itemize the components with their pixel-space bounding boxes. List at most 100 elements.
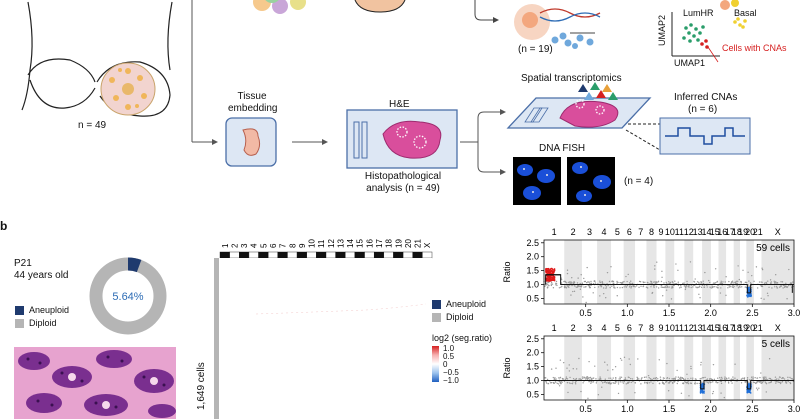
- heat-chrom-19: 19: [394, 239, 403, 248]
- ratio-point: [612, 382, 614, 384]
- ratio-point: [652, 377, 655, 380]
- ratio-band: [746, 336, 754, 400]
- ratio-point: [719, 292, 722, 294]
- breast-tissue-icon: [100, 62, 156, 116]
- ratio-point: [733, 285, 735, 288]
- ratio-chrom-2-9: 9: [658, 323, 663, 333]
- ratio-point: [588, 281, 590, 283]
- ratio-point: [645, 286, 648, 288]
- heat-chrom-block-9: [296, 251, 307, 259]
- ratio-point: [788, 284, 790, 287]
- ratio-point: [630, 287, 632, 289]
- ratio-point: [702, 377, 705, 379]
- ratio-point: [680, 285, 682, 287]
- ratio-point: [614, 365, 617, 368]
- ratio-ytick: 1.5: [526, 362, 539, 372]
- heat-chrom-5: 5: [259, 243, 268, 248]
- dna-fish-label: DNA FISH: [539, 143, 586, 154]
- ratio-point: [720, 392, 722, 394]
- ratio-point: [552, 381, 555, 384]
- ratio-ytick: 2.0: [526, 348, 539, 358]
- ratio-point: [605, 381, 607, 384]
- ratio-point: [759, 376, 761, 379]
- ratio-point: [778, 376, 781, 378]
- ratio-point: [748, 280, 750, 282]
- ratio-point: [610, 382, 613, 384]
- ratio-point: [749, 282, 752, 284]
- n6-label: (n = 6): [688, 104, 718, 115]
- heat-chrom-18: 18: [385, 239, 394, 248]
- ratio-point: [721, 378, 723, 380]
- ratio-point: [612, 369, 614, 371]
- ratio-chrom-1-11: 11: [675, 227, 684, 237]
- ratio-point: [555, 381, 557, 383]
- ratio-point: [640, 285, 642, 287]
- ratio-point: [559, 376, 562, 379]
- heat-chrom-8: 8: [288, 243, 297, 248]
- ratio-point: [551, 283, 554, 285]
- ratio-point: [616, 286, 619, 289]
- ratio-ytick: 1.0: [526, 376, 539, 386]
- ratio-point: [633, 285, 635, 287]
- loss-point: [749, 392, 752, 394]
- ratio-point: [560, 381, 563, 383]
- ratio-point: [682, 377, 685, 380]
- ratio-point: [601, 382, 604, 384]
- ratio-point: [677, 376, 680, 378]
- ratio-chrom-1-21: 21: [753, 227, 763, 237]
- ratio-point: [761, 382, 764, 384]
- ratio-point: [775, 382, 777, 384]
- ratio-point: [616, 282, 618, 284]
- ratio-point: [594, 282, 597, 284]
- ratio-xtick: 3.0: [788, 404, 800, 414]
- ratio-xtick: 1.5: [663, 308, 676, 318]
- ratio-point: [693, 280, 695, 283]
- ratio-point: [648, 376, 650, 379]
- ratio-point: [570, 281, 572, 283]
- ratio-xtick: 0.5: [579, 404, 592, 414]
- ratio-point: [710, 287, 712, 289]
- ratio-point: [732, 282, 734, 284]
- ratio-point: [704, 376, 706, 379]
- ratio-point: [743, 377, 746, 379]
- ratio-point: [685, 382, 688, 384]
- ratio-point: [587, 397, 589, 399]
- ratio-point: [648, 382, 650, 384]
- heat-chrom-block-19: [393, 251, 404, 259]
- ratio-point: [750, 287, 753, 289]
- ratio-point: [621, 286, 624, 289]
- ratio-chrom-2-16: 16: [717, 323, 727, 333]
- ratio-point: [662, 295, 664, 297]
- ratio-point: [706, 378, 709, 380]
- ratio-point: [558, 287, 561, 289]
- ratio-point: [581, 282, 584, 284]
- ratio-point: [688, 286, 690, 288]
- ratio-point: [558, 385, 561, 387]
- heat-chrom-block-16: [364, 251, 375, 259]
- ratio-point: [582, 377, 584, 380]
- ratio-point: [760, 285, 763, 287]
- ratio-point: [690, 286, 692, 289]
- ratio-point: [701, 377, 704, 379]
- ratio-chrom-1-6: 6: [627, 227, 632, 237]
- ratio-point: [590, 378, 593, 380]
- heat-chrom-9: 9: [298, 243, 307, 248]
- cnas-label: Cells with CNAs: [722, 43, 787, 53]
- ratio-point: [602, 287, 605, 289]
- ratio-ytick: 1.0: [526, 280, 539, 290]
- ratio-point: [761, 267, 763, 269]
- ratio-point: [613, 282, 615, 285]
- ratio-chrom-2-6: 6: [627, 323, 632, 333]
- ratio-chrom-1-9: 9: [658, 227, 663, 237]
- ratio-point: [663, 383, 665, 385]
- ratio-point: [762, 380, 764, 383]
- ratio-point: [728, 377, 730, 379]
- ratio-point: [555, 367, 557, 369]
- ratio-point: [751, 378, 754, 380]
- ratio-point: [638, 286, 640, 289]
- ratio-point: [566, 367, 568, 369]
- ratio-point: [572, 367, 574, 370]
- ratio-point: [699, 297, 701, 299]
- histopathological-label: Histopathological analysis (n = 49): [364, 171, 442, 194]
- ratio-point: [786, 298, 788, 300]
